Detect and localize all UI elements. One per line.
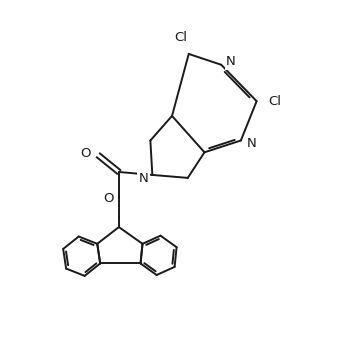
Text: N: N: [226, 55, 236, 68]
Text: N: N: [247, 137, 257, 150]
Text: O: O: [103, 192, 113, 205]
Text: Cl: Cl: [268, 95, 281, 108]
Text: O: O: [80, 147, 91, 160]
Text: Cl: Cl: [174, 31, 188, 44]
Text: N: N: [139, 172, 148, 185]
